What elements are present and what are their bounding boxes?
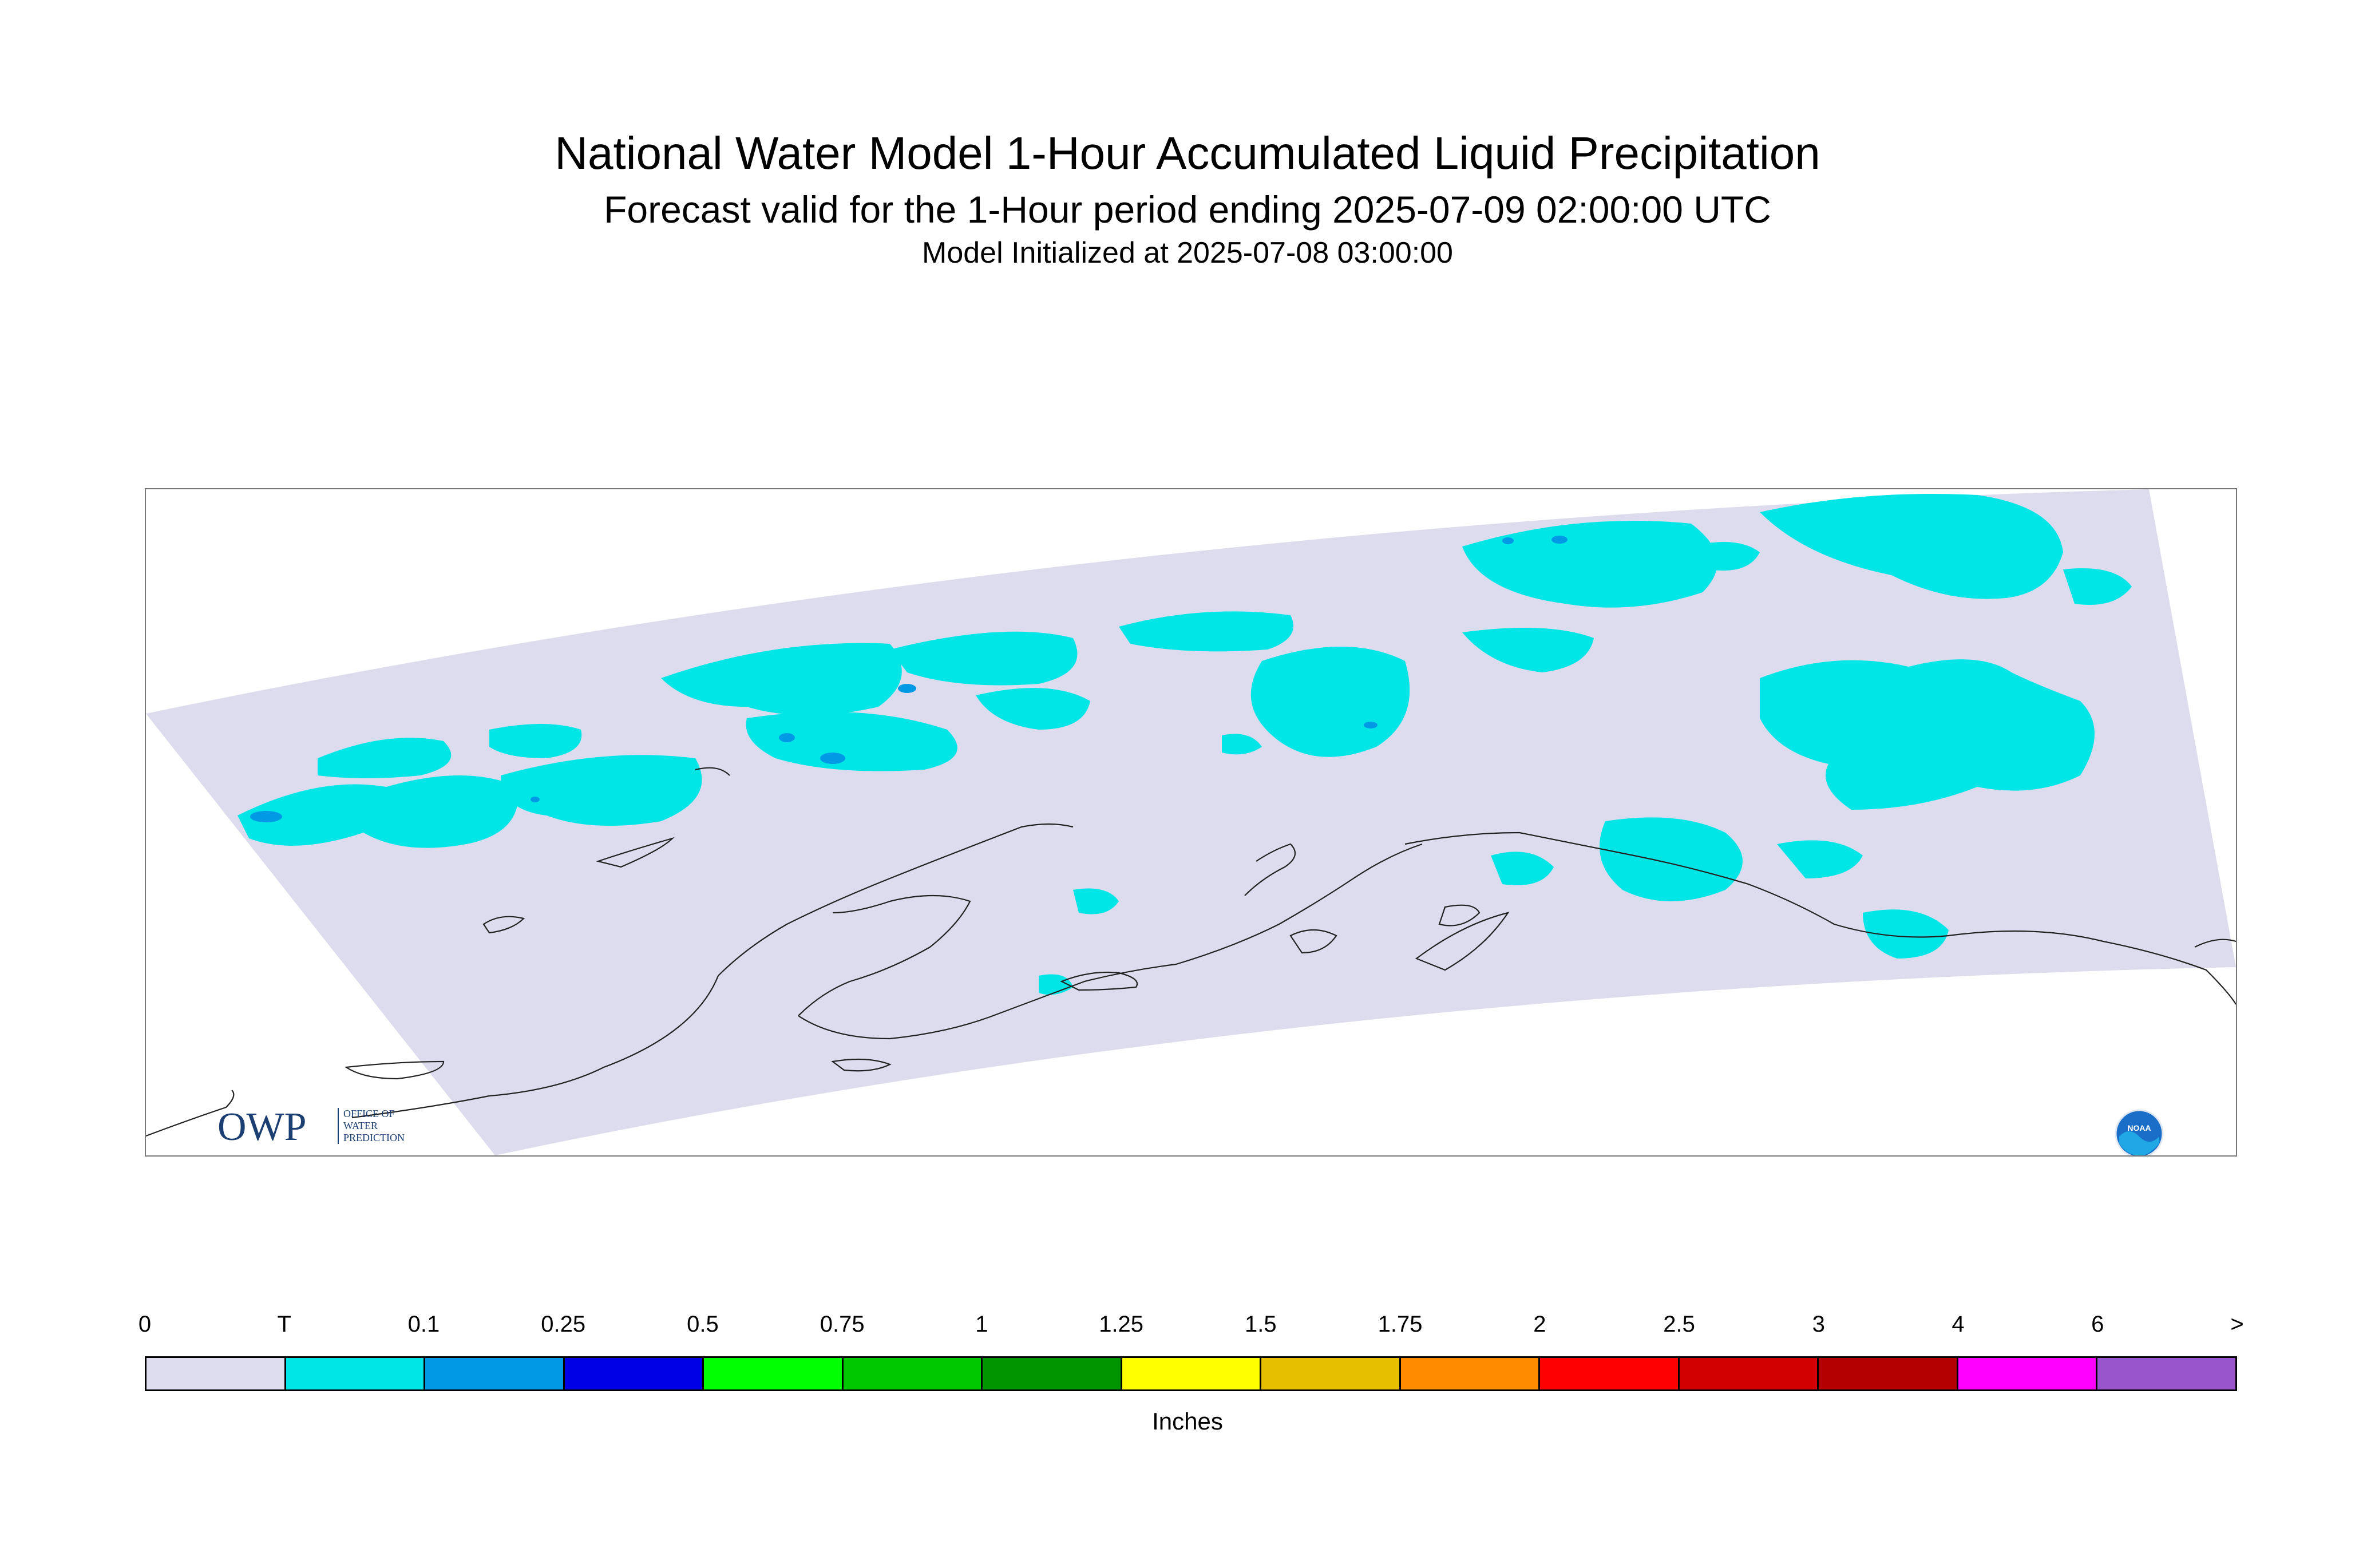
coastline <box>482 916 525 934</box>
precip-patch <box>489 724 582 758</box>
precip-patch <box>501 755 702 826</box>
colorbar-tick-label: > <box>2230 1312 2244 1337</box>
precip-patch <box>1491 852 1554 885</box>
colorbar-segment <box>286 1358 426 1389</box>
colorbar-tick-label: 0.25 <box>541 1312 586 1337</box>
light-precip-areas <box>250 536 1568 822</box>
precip-patch <box>238 775 518 848</box>
colorbar-segment <box>564 1358 704 1389</box>
coastline <box>344 1060 445 1080</box>
colorbar-segment <box>843 1358 983 1389</box>
noaa-logo: NOAA <box>2115 1109 2164 1155</box>
precip-spot <box>779 733 795 742</box>
colorbar-segment <box>2097 1358 2235 1389</box>
colorbar-tick-label: 4 <box>1952 1312 1965 1337</box>
model-init-line: Model Initialized at 2025-07-08 03:00:00 <box>922 236 1453 270</box>
precip-patch <box>1462 628 1594 672</box>
colorbar-segment <box>1400 1358 1541 1389</box>
trace-precip-areas <box>238 494 2132 995</box>
precipitation-map <box>146 489 2236 1155</box>
precip-patch <box>1600 817 1743 901</box>
precip-patch <box>1039 974 1073 995</box>
colorbar-tick-label: 1 <box>975 1312 988 1337</box>
colorbar-tick-label: 6 <box>2091 1312 2104 1337</box>
colorbar-segment <box>1679 1358 1819 1389</box>
owp-logo-subtitle: OFFICE OF WATER PREDICTION <box>338 1108 405 1144</box>
coastline <box>596 837 675 868</box>
coastline <box>351 823 1074 1119</box>
precip-patch <box>1863 909 1949 959</box>
coastline <box>146 1090 235 1137</box>
owp-logo-mark: OWP <box>217 1105 307 1149</box>
colorbar-segment <box>704 1358 844 1389</box>
map-frame: OWP OFFICE OF WATER PREDICTION NOAA <box>145 488 2237 1157</box>
colorbar-tick-label: 3 <box>1812 1312 1825 1337</box>
colorbar-tick-label: 1.25 <box>1099 1312 1144 1337</box>
colorbar-segment <box>1540 1358 1680 1389</box>
map-title: National Water Model 1-Hour Accumulated … <box>555 128 1820 179</box>
precip-spot <box>531 797 540 802</box>
coastlines <box>146 767 2236 1137</box>
colorbar-segment <box>147 1358 286 1389</box>
owp-sub-line: OFFICE OF <box>343 1108 395 1119</box>
precip-patch <box>1119 611 1293 652</box>
precip-patch <box>1760 659 2095 810</box>
coastline <box>1289 929 1337 954</box>
precip-patch <box>1777 840 1863 878</box>
colorbar-tick-label: 1.75 <box>1378 1312 1423 1337</box>
precip-patch <box>2063 568 2132 605</box>
colorbar-tick-label: 1.5 <box>1245 1312 1277 1337</box>
colorbar-tick-label: T <box>277 1312 291 1337</box>
coastline <box>798 894 971 1016</box>
colorbar-segment <box>425 1358 565 1389</box>
precip-patch <box>1691 542 1760 571</box>
coastline <box>1404 831 2236 1005</box>
colorbar-segment <box>1261 1358 1401 1389</box>
precip-spot <box>1551 536 1568 544</box>
precip-patch <box>318 738 452 778</box>
precip-patch <box>976 688 1090 730</box>
precip-patch <box>1977 714 2063 759</box>
colorbar-tick-label: 0 <box>138 1312 152 1337</box>
map-subtitle: Forecast valid for the 1-Hour period end… <box>604 188 1771 231</box>
colorbar-tick-label: 0.75 <box>820 1312 865 1337</box>
coastline <box>831 1058 892 1072</box>
precip-spot <box>820 753 845 764</box>
precip-spot <box>1364 722 1378 728</box>
colorbar-tick-label: 0.5 <box>687 1312 719 1337</box>
precip-patch <box>661 643 902 715</box>
precip-patch <box>1250 647 1410 757</box>
colorbar-tick-label: 2.5 <box>1663 1312 1695 1337</box>
colorbar-tick-label: 0.1 <box>407 1312 440 1337</box>
noaa-logo-text: NOAA <box>2127 1123 2151 1133</box>
colorbar-tick-label: 2 <box>1533 1312 1546 1337</box>
precip-patch <box>1073 888 1119 914</box>
colorbar-units: Inches <box>1152 1408 1223 1435</box>
coastline <box>2194 939 2236 948</box>
colorbar-segment <box>1958 1358 2098 1389</box>
colorbar-segment <box>1122 1358 1262 1389</box>
precip-patch <box>1760 494 2063 599</box>
owp-sub-line: WATER <box>343 1120 378 1131</box>
precip-patch <box>1222 734 1262 755</box>
precip-spot <box>898 684 916 693</box>
precip-spot <box>1502 537 1514 544</box>
precip-patch <box>1462 521 1717 608</box>
owp-sub-line: PREDICTION <box>343 1132 405 1143</box>
owp-logo: OWP OFFICE OF WATER PREDICTION <box>217 1104 435 1150</box>
coastline <box>1060 971 1138 991</box>
colorbar-segment <box>1819 1358 1958 1389</box>
model-domain <box>146 489 2236 1155</box>
colorbar-labels: 0 T 0.1 0.25 0.5 0.75 1 1.25 1.5 1.75 2 2.5 3 4 6 > <box>138 1312 2244 1346</box>
precip-patch <box>746 711 957 771</box>
coastline <box>1244 843 1296 896</box>
precip-spot <box>250 811 282 822</box>
colorbar-segment <box>983 1358 1122 1389</box>
coastline <box>695 767 730 776</box>
coastline <box>1438 904 1481 926</box>
colorbar <box>145 1356 2237 1391</box>
coastline <box>1415 912 1510 971</box>
precip-patch <box>890 631 1078 686</box>
